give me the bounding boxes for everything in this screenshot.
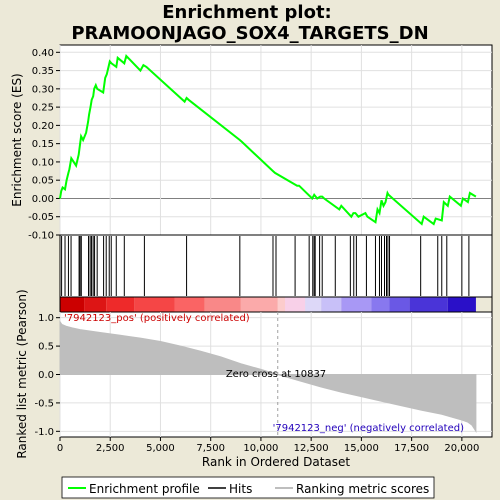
es-ytick-label: 0.25: [32, 103, 54, 114]
heatbar-segment: [106, 297, 135, 312]
zero-cross-label: Zero cross at 10837: [226, 369, 326, 380]
metric-xtick-label: 20,000: [444, 443, 479, 454]
heatbar-segment: [371, 297, 390, 312]
metric-xtick-label: 5,000: [146, 443, 175, 454]
pos-correlated-label: '7942123_pos' (positively correlated): [64, 313, 250, 324]
es-ytick-label: 0.20: [32, 121, 54, 132]
metric-ytick-label: 1.0: [38, 313, 54, 324]
metric-xtick-label: 15,000: [344, 443, 379, 454]
metric-yticks: -1.0 -0.5 0.0 0.5 1.0: [34, 313, 60, 438]
es-grid: [59, 45, 492, 236]
legend-box: [61, 476, 435, 499]
metric-xtick-label: 10,000: [243, 443, 278, 454]
metric-xtick-label: 17,500: [394, 443, 429, 454]
heatbar-segment: [305, 297, 322, 312]
hits-panel: [59, 234, 493, 298]
legend-hits-label: Hits: [229, 482, 252, 496]
es-ytick-label: 0.00: [32, 194, 54, 205]
metric-ytick-label: 0.0: [38, 370, 54, 381]
heatbar-panel: [59, 296, 493, 313]
heatbar-segment: [60, 297, 85, 312]
es-yticks: -0.10 -0.05 0.00 0.05 0.10 0.15 0.20 0.25 0.30 0.…: [28, 48, 60, 242]
heatbar-segment: [341, 297, 372, 312]
metric-xtick-label: 2,500: [96, 443, 125, 454]
legend-metric-label: Ranking metric scores: [296, 482, 429, 496]
metric-ytick-label: -1.0: [34, 427, 54, 438]
es-ytick-label: -0.10: [28, 231, 54, 242]
heatbar-segment: [84, 297, 107, 312]
heatbar-segment: [321, 297, 342, 312]
heatbar-segment: [389, 297, 410, 312]
legend-profile-label: Enrichment profile: [89, 482, 200, 496]
chart-title-line2: PRAMOONJAGO_SOX4_TARGETS_DN: [71, 23, 428, 44]
neg-correlated-label: '7942123_neg' (negatively correlated): [273, 423, 464, 434]
es-ytick-label: 0.10: [32, 157, 54, 168]
heatbar-segment: [134, 297, 175, 312]
chart-title-line1: Enrichment plot:: [162, 2, 332, 23]
metric-ytick-label: -0.5: [34, 398, 54, 409]
metric-xtick-label: 12,500: [294, 443, 329, 454]
legend: Enrichment profile Hits Ranking metric s…: [61, 476, 435, 499]
es-ylabel: Enrichment score (ES): [10, 73, 24, 206]
enrichment-profile-line: [59, 54, 477, 226]
es-ytick-label: 0.30: [32, 84, 54, 95]
es-ytick-label: -0.05: [28, 212, 54, 223]
es-ytick-label: 0.40: [32, 48, 54, 59]
heatbar-segment: [285, 297, 306, 312]
es-ytick-label: 0.35: [32, 66, 54, 77]
heatbar-segment: [204, 297, 241, 312]
heatbar-segment: [277, 297, 286, 312]
heatbar-segment: [447, 297, 476, 312]
es-ytick-label: 0.05: [32, 176, 54, 187]
es-panel: -0.10 -0.05 0.00 0.05 0.10 0.15 0.20 0.25 0.30 0.…: [10, 44, 493, 242]
heatbar-segment: [409, 297, 448, 312]
hits-group: [61, 236, 470, 296]
ranked-heatbar: [60, 297, 476, 312]
es-plot-area: [59, 44, 493, 236]
metric-xticks: 0 2,500 5,000 7,500 10,000 12,500 15,000 17,500…: [57, 437, 479, 454]
metric-ylabel: Ranked list metric (Pearson): [15, 289, 29, 458]
heatbar-segment: [174, 297, 205, 312]
metric-xtick-label: 0: [57, 443, 63, 454]
es-ytick-label: 0.15: [32, 139, 54, 150]
metric-panel: -1.0 -0.5 0.0 0.5 1.0 0 2,500 5,000 7,500 10,000…: [15, 289, 493, 469]
heatbar-segment: [240, 297, 278, 312]
metric-xlabel: Rank in Ordered Dataset: [202, 455, 350, 469]
metric-ytick-label: 0.5: [38, 342, 54, 353]
metric-xtick-label: 7,500: [196, 443, 225, 454]
